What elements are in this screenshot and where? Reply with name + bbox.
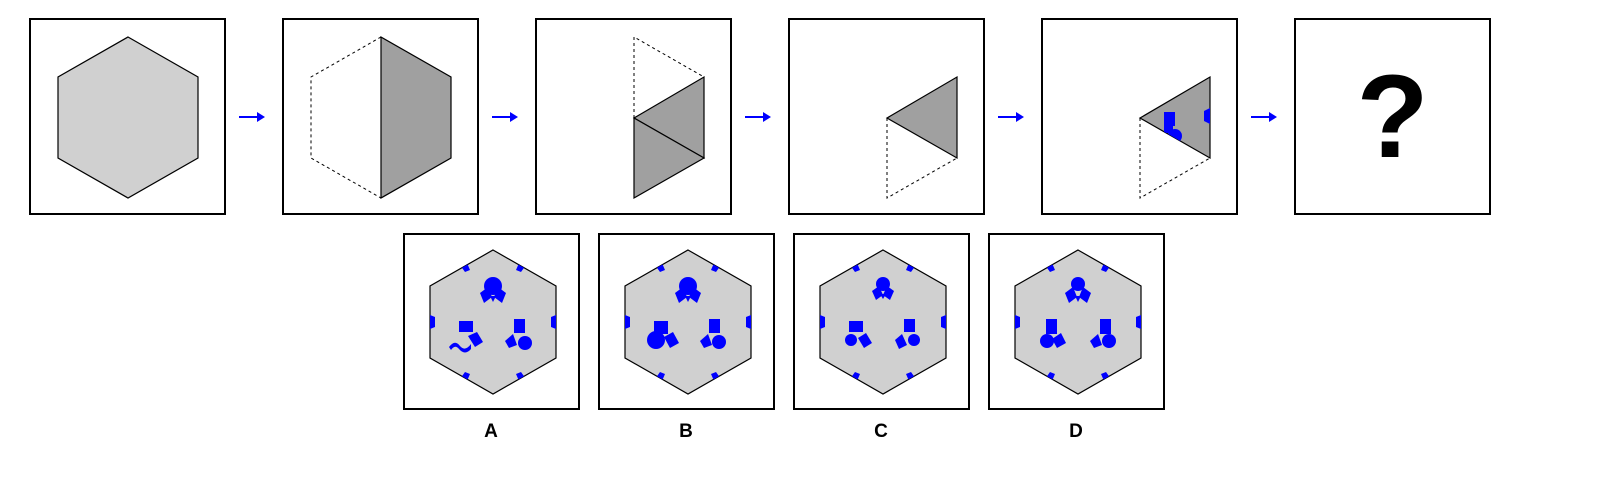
hexagon bbox=[1014, 249, 1142, 395]
folded-triangle-outline bbox=[1139, 118, 1211, 199]
sequence-panel-6: ? bbox=[1294, 18, 1491, 215]
right-arrow-icon bbox=[239, 112, 265, 122]
blue-cutouts bbox=[430, 263, 556, 381]
right-arrow-icon bbox=[492, 112, 518, 122]
option-d-panel[interactable] bbox=[988, 233, 1165, 410]
final-triangle bbox=[885, 75, 958, 160]
square-cutout bbox=[1164, 112, 1175, 126]
one-triangle-figure bbox=[885, 75, 958, 199]
triangle-with-cutouts-figure bbox=[1138, 75, 1211, 199]
blue-cutouts bbox=[820, 263, 946, 381]
option-b-figure bbox=[624, 249, 752, 395]
right-half-hexagon bbox=[380, 35, 452, 200]
right-arrow-icon bbox=[745, 112, 771, 122]
hexagon bbox=[57, 36, 199, 199]
hexagon bbox=[819, 249, 947, 395]
full-hexagon-figure bbox=[57, 36, 199, 199]
option-a-panel[interactable] bbox=[403, 233, 580, 410]
right-arrow-icon bbox=[1251, 112, 1277, 122]
hexagon bbox=[624, 249, 752, 395]
option-a-label[interactable]: A bbox=[484, 421, 498, 442]
option-c-panel[interactable] bbox=[793, 233, 970, 410]
option-a-figure bbox=[429, 249, 557, 395]
question-mark: ? bbox=[1356, 50, 1429, 183]
option-b-label[interactable]: B bbox=[679, 421, 693, 442]
blue-cutouts bbox=[625, 263, 751, 381]
sequence-panel-4 bbox=[788, 18, 985, 215]
sequence-panel-2 bbox=[282, 18, 479, 215]
sequence-panel-3 bbox=[535, 18, 732, 215]
edge-notch bbox=[1204, 108, 1210, 124]
right-arrow-icon bbox=[998, 112, 1024, 122]
option-c-figure bbox=[819, 249, 947, 395]
half-folded-figure bbox=[310, 35, 452, 200]
option-d-label[interactable]: D bbox=[1069, 421, 1083, 442]
folded-triangle-outline bbox=[633, 36, 705, 118]
folded-half-outline bbox=[310, 36, 382, 199]
option-d-figure bbox=[1014, 249, 1142, 395]
hexagon bbox=[429, 249, 557, 395]
option-b-panel[interactable] bbox=[598, 233, 775, 410]
blue-cutouts bbox=[1015, 263, 1141, 381]
lower-triangle bbox=[633, 116, 706, 200]
option-c-label[interactable]: C bbox=[874, 421, 888, 442]
folded-triangle-outline bbox=[886, 118, 958, 199]
sequence-panel-1 bbox=[29, 18, 226, 215]
sequence-panel-5 bbox=[1041, 18, 1238, 215]
two-triangles-figure bbox=[632, 36, 706, 200]
